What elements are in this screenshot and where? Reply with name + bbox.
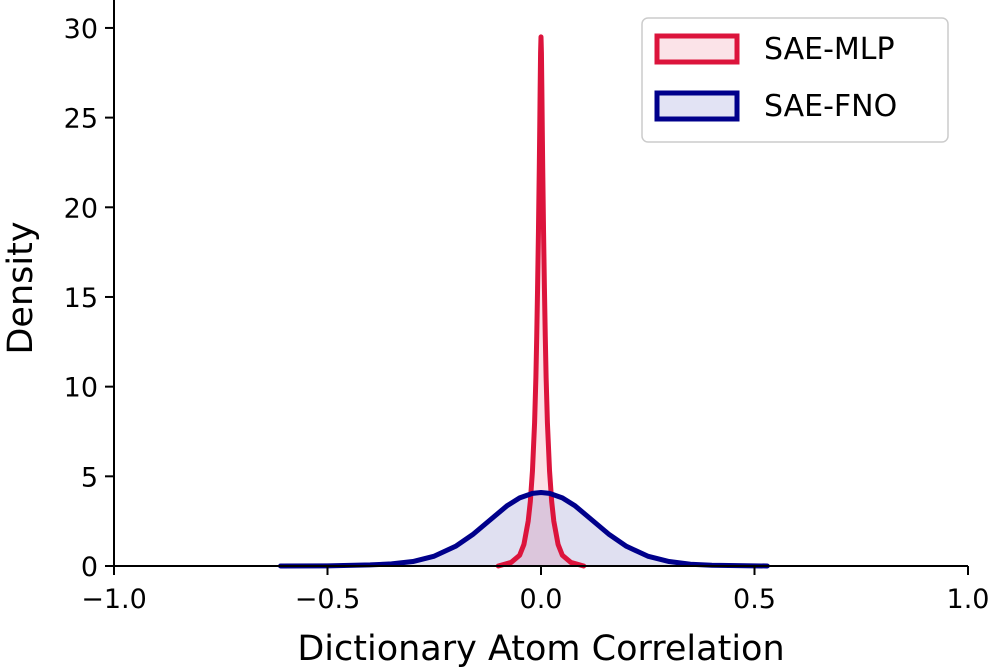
y-tick-label: 10 bbox=[64, 373, 98, 404]
legend-swatch-sae-mlp bbox=[654, 33, 740, 65]
legend-swatch-sae-fno bbox=[654, 90, 740, 122]
series-area-sae-mlp bbox=[498, 36, 584, 566]
x-axis-label: Dictionary Atom Correlation bbox=[297, 629, 784, 669]
series-areas bbox=[280, 36, 768, 566]
legend-label-sae-fno: SAE-FNO bbox=[764, 89, 897, 124]
x-axis-ticks: −1.0 −0.5 0.0 0.5 1.0 bbox=[81, 566, 989, 615]
x-tick-label: 0.5 bbox=[733, 584, 776, 615]
x-tick-label: −1.0 bbox=[81, 584, 147, 615]
y-tick-label: 20 bbox=[64, 193, 98, 224]
y-tick-label: 0 bbox=[81, 552, 98, 583]
y-tick-label: 5 bbox=[81, 462, 98, 493]
y-tick-label: 15 bbox=[64, 283, 98, 314]
legend: SAE-MLP SAE-FNO bbox=[641, 17, 949, 143]
y-axis-ticks: 0 5 10 15 20 25 30 bbox=[64, 14, 114, 583]
series-area-sae-fno bbox=[280, 492, 768, 566]
x-tick-label: 0.0 bbox=[520, 584, 563, 615]
legend-label-sae-mlp: SAE-MLP bbox=[764, 32, 895, 67]
series-lines bbox=[278, 34, 770, 569]
y-tick-label: 25 bbox=[64, 104, 98, 135]
x-tick-label: −0.5 bbox=[295, 584, 361, 615]
series-line-sae-fno bbox=[278, 489, 770, 569]
y-tick-label: 30 bbox=[64, 14, 98, 45]
y-axis-label: Density bbox=[1, 221, 41, 354]
x-tick-label: 1.0 bbox=[947, 584, 990, 615]
